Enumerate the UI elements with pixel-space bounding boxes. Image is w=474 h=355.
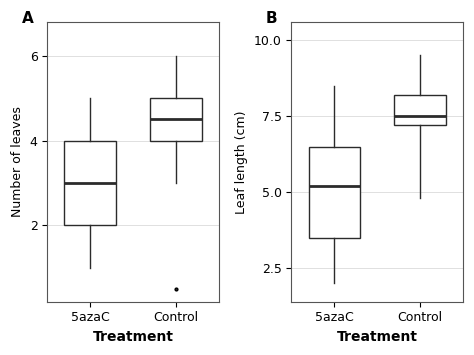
Text: B: B: [266, 11, 277, 26]
Y-axis label: Number of leaves: Number of leaves: [11, 106, 24, 217]
X-axis label: Treatment: Treatment: [337, 330, 418, 344]
Text: A: A: [21, 11, 33, 26]
PathPatch shape: [394, 95, 446, 125]
PathPatch shape: [64, 141, 116, 225]
PathPatch shape: [150, 98, 201, 141]
PathPatch shape: [309, 147, 360, 238]
X-axis label: Treatment: Treatment: [92, 330, 173, 344]
Y-axis label: Leaf length (cm): Leaf length (cm): [235, 110, 248, 214]
